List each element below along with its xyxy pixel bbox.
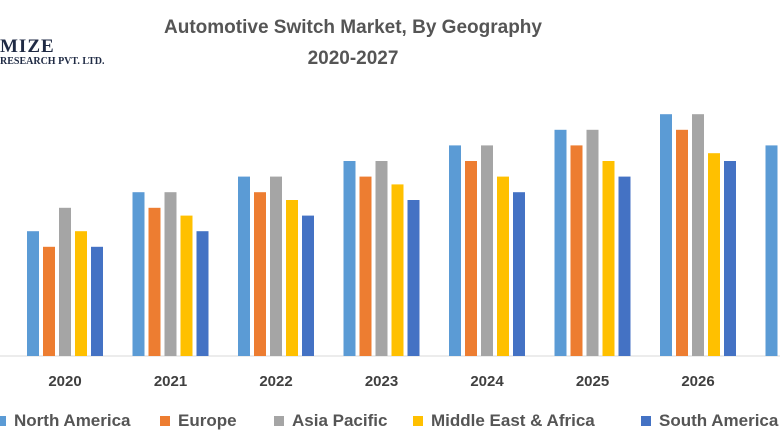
bar-2021-asia-pacific [164,192,177,356]
legend-label: Middle East & Africa [431,411,595,430]
bar-2023-middle-east-africa [391,184,404,356]
bar-2023-north-america [343,161,356,356]
legend-label: Europe [178,411,237,430]
bar-2023-europe [359,176,372,356]
bar-2021-south-america [196,231,209,356]
legend-item: Middle East & Africa [413,411,595,431]
bar-2024-asia-pacific [481,145,493,356]
bar-2022-north-america [238,176,250,356]
bar-2024-europe [465,161,477,356]
bar-2020-south-america [91,246,103,356]
legend-swatch [413,416,423,426]
x-tick-label: 2026 [681,373,714,390]
bar-2022-middle-east-africa [286,200,298,356]
legend-item: North America [0,411,131,431]
bar-2026-south-america [724,161,736,356]
bar-2022-south-america [302,215,314,356]
chart-subtitle: 2020-2027 [307,48,399,69]
x-tick-labels: 20202021202220232024202520262027 [48,373,714,390]
bar-2026-europe [676,129,688,356]
bar-2021-middle-east-africa [180,215,193,356]
x-tick-label: 2022 [259,373,292,390]
x-tick-label: 2021 [154,373,187,390]
bar-2026-asia-pacific [692,114,704,356]
bar-2023-asia-pacific [375,161,388,356]
x-tick-label: 2023 [365,373,398,390]
bar-2026-north-america [660,114,672,356]
legend-label: South America [659,411,779,430]
legend-swatch [274,416,284,426]
logo-subtitle: RESEARCH PVT. LTD. [0,56,105,67]
bar-2023-south-america [407,200,420,356]
x-tick-label: 2020 [48,373,81,390]
logo-name: MIZE [0,36,55,57]
bar-2024-north-america [449,145,461,356]
bar-2020-europe [43,246,55,356]
bar-2020-asia-pacific [59,207,71,356]
bar-2024-middle-east-africa [497,176,509,356]
company-logo: MIZE RESEARCH PVT. LTD. [0,36,110,68]
x-tick-label: 2024 [470,373,504,390]
bar-2021-europe [148,207,161,356]
bar-2025-north-america [554,129,567,356]
legend-label: North America [14,411,131,430]
legend-item: Europe [160,411,237,431]
legend-swatch [0,416,6,426]
bar-2025-asia-pacific [586,129,599,356]
chart-title: Automotive Switch Market, By Geography [164,17,542,38]
legend-label: Asia Pacific [292,411,388,430]
legend-item: Asia Pacific [274,411,387,431]
bar-2022-europe [254,192,266,356]
bar-2021-north-america [132,192,145,356]
chart-legend: North America Europe Asia Pacific Middle Ea… [0,411,780,433]
bar-2027-north-america [765,145,778,356]
bar-2025-south-america [618,176,631,356]
legend-swatch [641,416,651,426]
bar-2025-europe [570,145,583,356]
bar-2020-middle-east-africa [75,231,87,356]
bar-2024-south-america [513,192,525,356]
bar-2020-north-america [27,231,39,356]
bar-group [27,114,778,356]
bar-2022-asia-pacific [270,176,282,356]
bar-2025-middle-east-africa [602,161,615,356]
bar-2026-middle-east-africa [708,153,720,356]
x-tick-label: 2025 [576,373,609,390]
legend-item: South America [641,411,778,431]
legend-swatch [160,416,170,426]
